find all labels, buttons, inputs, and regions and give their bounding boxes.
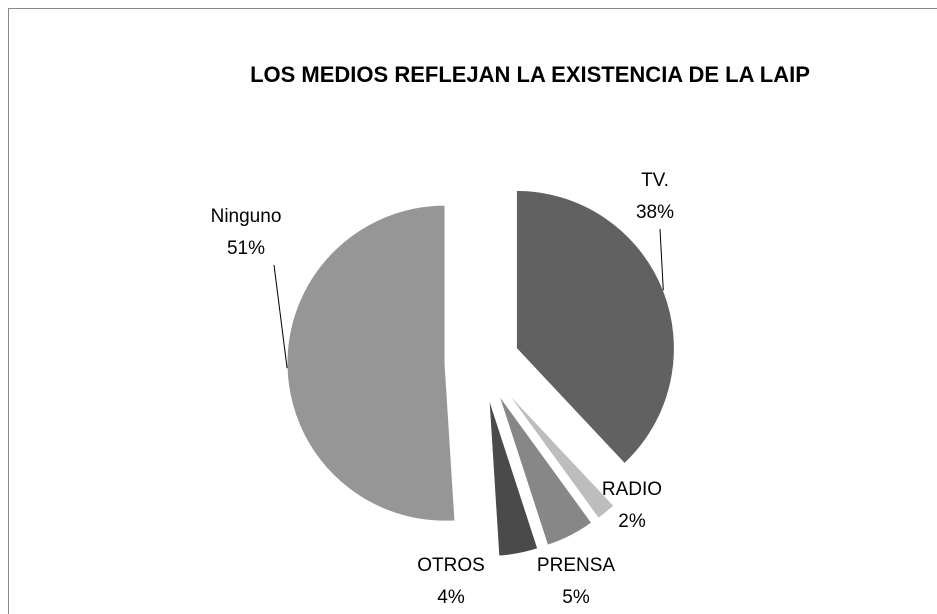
chart-title: LOS MEDIOS REFLEJAN LA EXISTENCIA DE LA … — [250, 62, 810, 87]
pie-slice — [515, 189, 675, 465]
pie-slice — [498, 394, 593, 546]
slice-label-name: PRENSA — [537, 555, 615, 576]
slice-label-value: 2% — [618, 511, 646, 532]
slice-label-value: 51% — [227, 238, 265, 259]
slice-label-value: 4% — [437, 587, 465, 608]
leader-line — [659, 228, 664, 291]
slice-label-name: OTROS — [417, 555, 485, 576]
slice-label-value: 38% — [636, 202, 674, 223]
pie-slice — [488, 398, 539, 557]
leader-line — [273, 264, 288, 369]
pie-slice — [286, 204, 456, 522]
pie-slice — [505, 390, 615, 520]
slice-label-value: 5% — [562, 587, 590, 608]
slice-label-name: RADIO — [602, 479, 662, 500]
slice-label-name: Ninguno — [211, 206, 282, 227]
slice-label-name: TV. — [641, 170, 669, 191]
chart-frame — [8, 8, 937, 614]
